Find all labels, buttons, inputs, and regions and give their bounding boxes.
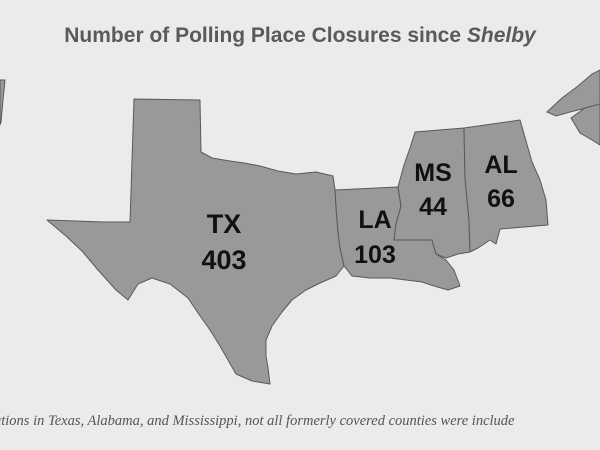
partial-state-right	[570, 103, 600, 146]
label-ms-abbr: MS	[414, 159, 452, 187]
map-title-text: Number of Polling Place Closures since	[64, 24, 467, 47]
label-tx-count: 403	[201, 245, 246, 275]
map-title: Number of Polling Place Closures since S…	[0, 24, 600, 48]
state-texas[interactable]	[46, 98, 345, 385]
label-la-abbr: LA	[358, 206, 391, 234]
label-ms-count: 44	[419, 193, 447, 221]
partial-state-top-right	[546, 69, 600, 117]
label-al-count: 66	[487, 185, 515, 213]
label-al-abbr: AL	[484, 151, 517, 179]
label-la-count: 103	[354, 241, 396, 269]
partial-state-left-edge	[0, 79, 6, 126]
state-alabama[interactable]	[463, 119, 549, 253]
footnote: ations in Texas, Alabama, and Mississipp…	[0, 413, 515, 429]
map-title-emphasis: Shelby	[466, 24, 536, 47]
label-tx-abbr: TX	[207, 209, 242, 239]
